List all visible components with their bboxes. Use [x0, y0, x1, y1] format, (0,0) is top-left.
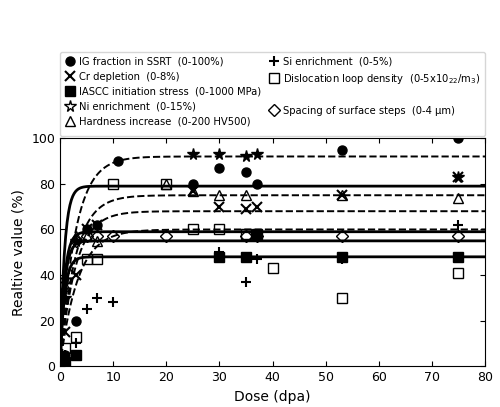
- Legend: IG fraction in SSRT  (0-100%), Cr depletion  (0-8%), IASCC initiation stress  (0: IG fraction in SSRT (0-100%), Cr depleti…: [60, 52, 486, 136]
- X-axis label: Dose (dpa): Dose (dpa): [234, 390, 311, 404]
- Y-axis label: Realtive value (%): Realtive value (%): [12, 189, 26, 316]
